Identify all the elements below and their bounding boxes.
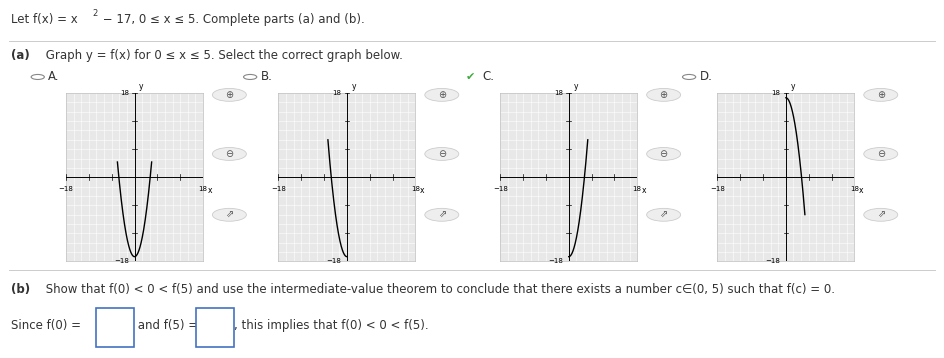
Circle shape xyxy=(864,147,898,160)
FancyBboxPatch shape xyxy=(196,308,234,347)
Text: (a): (a) xyxy=(11,49,30,62)
Text: − 17, 0 ≤ x ≤ 5. Complete parts (a) and (b).: − 17, 0 ≤ x ≤ 5. Complete parts (a) and … xyxy=(99,13,365,26)
Text: ⊕: ⊕ xyxy=(660,90,667,100)
Text: y: y xyxy=(790,82,795,91)
Text: D.: D. xyxy=(700,71,713,83)
Text: ⊖: ⊖ xyxy=(660,149,667,159)
Text: (b): (b) xyxy=(11,284,30,296)
Text: x: x xyxy=(642,185,647,195)
Text: −18: −18 xyxy=(493,185,508,192)
Text: x: x xyxy=(859,185,864,195)
Text: ⊖: ⊖ xyxy=(438,149,446,159)
Text: B.: B. xyxy=(261,71,273,83)
Text: ⇗: ⇗ xyxy=(877,210,885,220)
Text: −18: −18 xyxy=(59,185,74,192)
FancyBboxPatch shape xyxy=(96,308,134,347)
Text: ⇗: ⇗ xyxy=(438,210,446,220)
Text: 18: 18 xyxy=(120,90,128,96)
Text: Let f(x) = x: Let f(x) = x xyxy=(11,13,78,26)
Text: Since f(0) =: Since f(0) = xyxy=(11,319,81,332)
Text: y: y xyxy=(351,82,356,91)
Circle shape xyxy=(425,147,459,160)
Text: y: y xyxy=(139,82,143,91)
Text: −18: −18 xyxy=(327,258,341,264)
Circle shape xyxy=(864,88,898,101)
Text: ✔: ✔ xyxy=(465,72,475,82)
Text: Graph y = f(x) for 0 ≤ x ≤ 5. Select the correct graph below.: Graph y = f(x) for 0 ≤ x ≤ 5. Select the… xyxy=(42,49,402,62)
Text: 18: 18 xyxy=(554,90,563,96)
Circle shape xyxy=(647,88,681,101)
Text: −18: −18 xyxy=(710,185,725,192)
Text: ⊖: ⊖ xyxy=(877,149,885,159)
Circle shape xyxy=(425,208,459,221)
Text: Show that f(0) < 0 < f(5) and use the intermediate-value theorem to conclude tha: Show that f(0) < 0 < f(5) and use the in… xyxy=(42,284,834,296)
Text: −18: −18 xyxy=(548,258,563,264)
Text: 18: 18 xyxy=(198,185,208,192)
Text: ⊖: ⊖ xyxy=(226,149,233,159)
Circle shape xyxy=(647,147,681,160)
Text: 18: 18 xyxy=(771,90,780,96)
Text: −18: −18 xyxy=(114,258,128,264)
Text: ⊕: ⊕ xyxy=(877,90,885,100)
Text: 2: 2 xyxy=(93,9,98,18)
Text: ⊕: ⊕ xyxy=(438,90,446,100)
Text: and f(5) =: and f(5) = xyxy=(134,319,198,332)
Text: 18: 18 xyxy=(850,185,859,192)
Circle shape xyxy=(864,208,898,221)
Text: ⊕: ⊕ xyxy=(226,90,233,100)
Text: x: x xyxy=(420,185,425,195)
Text: , this implies that f(0) < 0 < f(5).: , this implies that f(0) < 0 < f(5). xyxy=(234,319,429,332)
Circle shape xyxy=(425,88,459,101)
Text: ⇗: ⇗ xyxy=(660,210,667,220)
Text: −18: −18 xyxy=(271,185,286,192)
Text: −18: −18 xyxy=(766,258,780,264)
Text: 18: 18 xyxy=(332,90,341,96)
Text: C.: C. xyxy=(482,71,495,83)
Circle shape xyxy=(647,208,681,221)
Text: A.: A. xyxy=(48,71,59,83)
Circle shape xyxy=(212,208,246,221)
Circle shape xyxy=(212,147,246,160)
Text: x: x xyxy=(208,185,212,195)
Circle shape xyxy=(212,88,246,101)
Text: y: y xyxy=(573,82,578,91)
Text: 18: 18 xyxy=(411,185,420,192)
Text: ⇗: ⇗ xyxy=(226,210,233,220)
Text: 18: 18 xyxy=(632,185,642,192)
